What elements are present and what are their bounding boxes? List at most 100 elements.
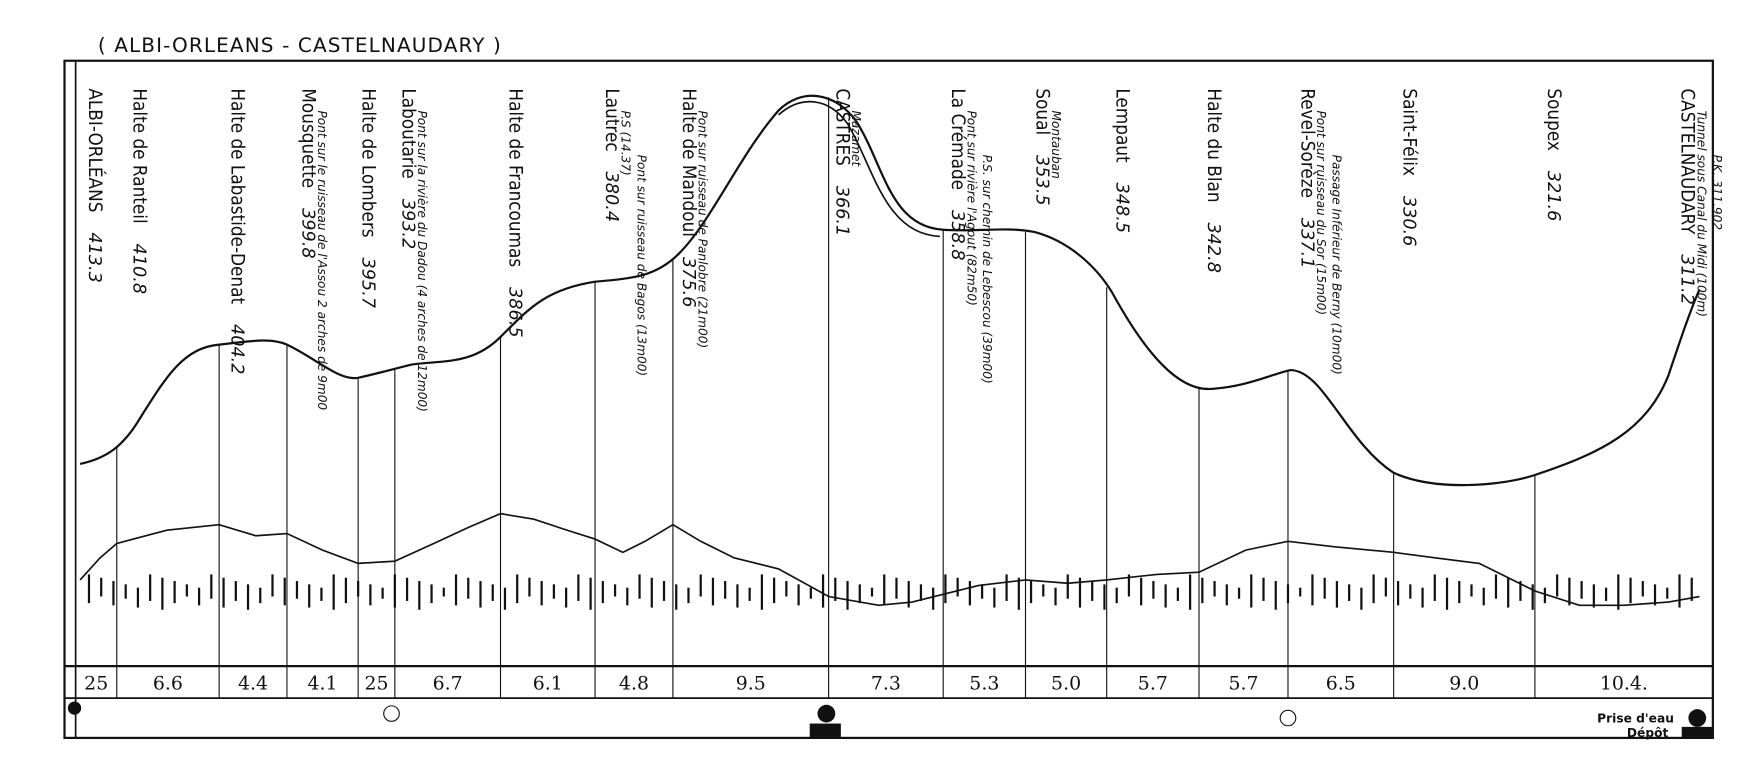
station-name: Soual [1032,88,1053,135]
station-name: Mousquette [298,88,319,188]
distance: 9.0 [1449,673,1479,694]
depot-icon [817,704,836,723]
distance: 10.4. [1600,673,1648,694]
station-label: Soupex 321.6 [1543,88,1564,221]
footer-label: Prise d'eau [1597,711,1674,725]
station-km: 321.6 [1543,171,1563,222]
station-label: CASTELNAUDARY 311.2 [1677,88,1698,304]
distance: 4.8 [619,673,649,694]
station-note: Pont sur ruisseau de Bagos (13m00) [634,155,648,377]
station-name: Halte de Labastide-Denat [226,88,247,304]
station-note: Passage Inférieur de Berny (10m00) [1329,155,1343,375]
station-km: 348.5 [1112,183,1132,234]
line-profile-double [778,100,940,238]
station-icon [383,705,400,722]
station-km: 393.2 [398,199,418,250]
station-label: Halte de Labastide-Denat 404.2 [226,88,247,374]
station-name: Halte de Ranteil [128,88,149,223]
station-note: P.S (14.37) [619,110,633,175]
station-km: 395.7 [358,258,378,309]
station-name: ALBI-ORLÉANS [84,88,107,212]
distance: 5.7 [1138,673,1168,694]
station-name: Halte de Francoumas [504,88,525,267]
station-label: Mousquette 399.8 [298,88,319,258]
station-note: P.S. sur chemin de Lebescou (39m00) [980,155,994,384]
footer-label: Dépôt [1627,726,1669,740]
station-km: 380.4 [601,172,621,223]
station-km: 410.8 [128,244,148,295]
station-note: Tunnel sous Canal du Midi (100m) [1694,110,1708,317]
station-name: Saint-Félix [1399,88,1420,176]
station-label: Laboutarie 393.2 [398,88,419,249]
station-name: Revel-Sorèze [1296,88,1317,198]
distance: 5.3 [969,673,999,694]
title: ( ALBI-ORLEANS - CASTELNAUDARY ) [98,33,502,57]
station-note: Pont sur rivière l'Agout (82m50) [965,110,979,305]
station-note: Montauban [1049,110,1063,178]
station-km: 386.5 [504,287,524,338]
station-km: 399.8 [298,208,318,259]
station-km: 375.6 [678,257,698,308]
station-label: Halte de Mandoul 375.6 [678,88,699,307]
station-label: Halte du Blan 342.8 [1203,88,1224,273]
distance: 6.1 [533,673,563,694]
frame [63,59,1714,740]
line-profile [79,94,1701,487]
terminus-icon [67,701,82,715]
station-km: 413.3 [84,232,104,283]
station-name: Lautrec [601,88,622,151]
station-note: Pont sur ruisseau de Panlobre (21m00) [695,110,709,348]
station-name: CASTELNAUDARY [1677,88,1698,235]
distance: 5.7 [1228,673,1258,694]
station-label: Halte de Lombers 395.7 [358,88,379,308]
distance: 6.5 [1326,673,1356,694]
station-name: Soupex [1543,88,1564,151]
station-label: ALBI-ORLÉANS 413.3 [84,88,107,283]
station-km: 337.1 [1296,218,1316,269]
station-name: Laboutarie [398,88,419,178]
depot-icon [809,723,841,738]
distance: 7.3 [871,673,901,694]
distance: 5.0 [1051,673,1081,694]
distance: 6.7 [433,673,463,694]
distance: 4.4 [238,673,268,694]
distance: 6.6 [153,673,183,694]
station-note: Pont sur ruisseau du Sor (15m00) [1314,110,1328,315]
station-note: Pont sur la rivière du Dadou (4 arches d… [415,110,429,411]
station-km: 366.1 [831,186,851,237]
station-name: La Crémade [947,88,968,190]
station-km: 330.6 [1399,196,1419,247]
station-km: 404.2 [226,324,246,375]
station-km: 311.2 [1677,254,1697,305]
station-note: Mazamet [849,110,863,167]
station-label: CASTRES 366.1 [831,88,852,236]
distance: 25 [84,673,108,694]
distance: 4.1 [308,673,338,694]
station-icon [1279,709,1297,727]
station-label: La Crémade 358.8 [947,88,968,260]
station-km: 358.8 [947,210,967,261]
station-name: Halte de Mandoul [678,88,699,237]
station-name: CASTRES [831,88,852,165]
station-name: Halte de Lombers [358,88,379,237]
water-icon [1688,709,1707,727]
depot-icon [1681,726,1713,738]
station-km: 342.8 [1203,222,1223,273]
station-note: P.K. 311.902 [1710,155,1724,230]
station-label: Saint-Félix 330.6 [1399,88,1420,246]
station-km: 353.5 [1032,155,1052,206]
station-note: Pont sur le ruisseau de l'Assou 2 arches… [315,110,329,410]
station-name: Lempaut [1112,88,1133,163]
station-label: Revel-Sorèze 337.1 [1296,88,1317,268]
station-label: Lautrec 380.4 [601,88,622,222]
distance: 25 [364,673,388,694]
station-label: Lempaut 348.5 [1112,88,1133,233]
station-label: Halte de Francoumas 386.5 [504,88,525,337]
station-label: Halte de Ranteil 410.8 [128,88,149,294]
station-label: Soual 353.5 [1032,88,1053,205]
station-name: Halte du Blan [1203,88,1224,202]
distance: 9.5 [736,673,766,694]
